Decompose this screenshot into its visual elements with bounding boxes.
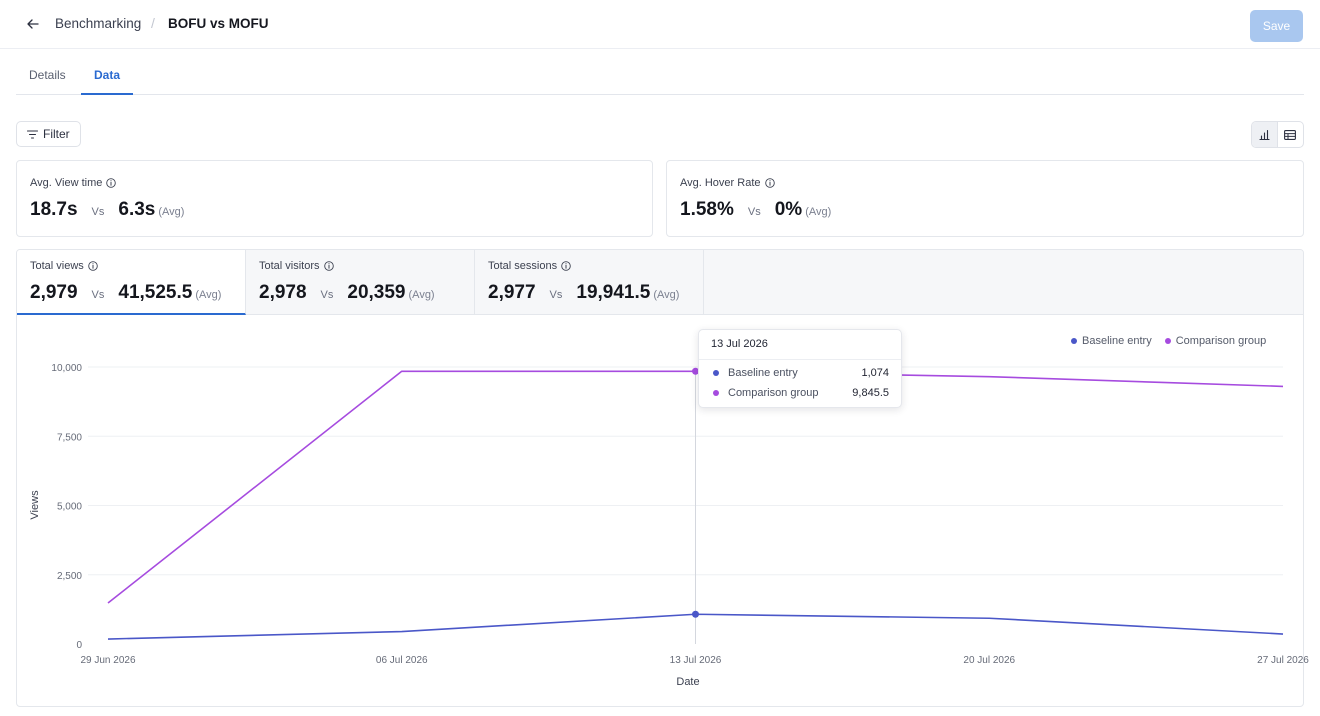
tab-details[interactable]: Details [29,68,66,82]
kpi-label: Avg. View time [30,177,103,189]
back-arrow-icon[interactable] [22,13,44,35]
info-icon[interactable] [88,261,98,271]
legend-dot [1071,338,1077,344]
kpi-compare-value: 6.3s [118,199,156,220]
legend-label: Baseline entry [1082,335,1152,347]
kpi-value: 18.7s [30,199,78,220]
kpi-value: 1.58% [680,199,734,220]
legend-dot [1164,338,1171,344]
bar-chart-icon[interactable] [1252,122,1278,147]
tab-data[interactable]: Data [81,58,133,95]
metric-vs: Vs [549,289,563,301]
breadcrumb-separator: / [151,15,155,31]
metric-compare-value: 19,941.5 [576,282,651,303]
tooltip-series-name: Comparison group [728,387,819,399]
metric-label: Total sessions [488,260,558,272]
tab-bar: Details Data [16,58,1304,95]
info-icon[interactable] [323,261,334,271]
kpi-compare-value: 0% [774,199,803,220]
metric-vs: Vs [91,289,105,301]
metric-tabs: Total views 2,979 Vs 41,525.5 (Avg) Tota… [17,250,1303,315]
filter-button[interactable]: Filter [16,121,81,147]
metric-tab-total-views[interactable]: Total views 2,979 Vs 41,525.5 (Avg) [17,250,246,315]
tooltip-dot [713,370,719,376]
tooltip-series-name: Baseline entry [728,367,798,379]
legend-label: Comparison group [1175,335,1267,347]
metric-value: 2,978 [259,282,307,303]
legend-item-baseline[interactable]: Baseline entry [1071,335,1152,347]
chart-tooltip: 13 Jul 2026 Baseline entry 1,074 Compari… [698,329,902,408]
table-icon[interactable] [1278,122,1303,147]
kpi-card-view-time: Avg. View time 18.7s Vs 6.3s (Avg) [16,160,653,237]
tooltip-row-baseline: Baseline entry 1,074 [713,367,889,379]
metric-compare-value: 41,525.5 [118,282,193,303]
filter-label: Filter [43,127,70,141]
info-icon[interactable] [561,261,571,271]
metric-avg-label: (Avg) [408,289,435,301]
info-icon[interactable] [764,178,775,188]
save-button[interactable]: Save [1250,10,1303,42]
tooltip-row-comparison: Comparison group 9,845.5 [713,387,889,399]
tooltip-divider [699,359,901,360]
view-toggle [1251,121,1304,148]
metric-tab-total-visitors[interactable]: Total visitors 2,978 Vs 20,359 (Avg) [246,250,475,315]
tooltip-date: 13 Jul 2026 [711,338,768,350]
metrics-panel: Total views 2,979 Vs 41,525.5 (Avg) Tota… [16,249,1304,707]
tooltip-series-value: 9,845.5 [852,387,889,399]
tooltip-dot [713,390,719,396]
top-bar: Benchmarking / BOFU vs MOFU Save [0,0,1320,49]
kpi-card-hover-rate: Avg. Hover Rate 1.58% Vs 0% (Avg) [666,160,1304,237]
breadcrumb-parent[interactable]: Benchmarking [55,16,142,31]
page-title: BOFU vs MOFU [168,16,269,31]
metric-label: Total visitors [259,260,320,272]
chart-legend: Baseline entry Comparison group [1071,335,1266,347]
metric-vs: Vs [320,289,334,301]
kpi-avg-label: (Avg) [805,206,832,218]
metric-avg-label: (Avg) [195,289,222,301]
metric-label: Total views [30,260,84,272]
kpi-avg-label: (Avg) [158,206,185,218]
metric-tab-total-sessions[interactable]: Total sessions 2,977 Vs 19,941.5 (Avg) [475,250,704,315]
metric-value: 2,979 [30,282,78,303]
kpi-vs: Vs [91,206,105,218]
metric-compare-value: 20,359 [347,282,406,303]
info-icon[interactable] [106,178,117,188]
metric-value: 2,977 [488,282,536,303]
kpi-label: Avg. Hover Rate [680,177,761,189]
filter-icon [27,129,38,139]
legend-item-comparison[interactable]: Comparison group [1164,335,1267,347]
kpi-vs: Vs [747,206,761,218]
tooltip-series-value: 1,074 [861,367,889,379]
metric-avg-label: (Avg) [653,289,680,301]
